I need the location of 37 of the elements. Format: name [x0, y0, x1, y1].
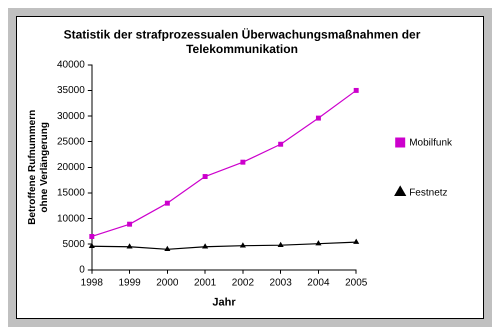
point — [315, 240, 322, 246]
y-tick-label: 20000 — [56, 162, 86, 174]
point — [89, 234, 94, 239]
point — [127, 222, 132, 227]
point — [202, 243, 208, 248]
x-axis-title: Jahr — [212, 296, 236, 308]
x-tick-label: 2000 — [156, 278, 179, 289]
point — [164, 246, 170, 252]
x-tick-label: 2001 — [194, 278, 217, 289]
x-tick-label: 2003 — [270, 278, 292, 289]
x-tick-label: 1999 — [118, 278, 142, 289]
y-tick-label: 5000 — [62, 238, 86, 250]
point — [240, 160, 246, 165]
point — [202, 174, 208, 179]
y-tick-label: 15000 — [56, 188, 86, 199]
chart-title: Statistik der strafprozessualen Überwachungsmaßnahmen der Telekommunikation — [64, 28, 421, 56]
y-tick-label: 40000 — [56, 60, 86, 71]
point — [353, 238, 360, 244]
legend-label: Festnetz — [409, 187, 448, 198]
y-tick-label: 35000 — [56, 85, 86, 96]
x-tick-label: 1998 — [80, 278, 104, 289]
y-tick-label: 30000 — [56, 110, 86, 122]
point — [316, 116, 321, 121]
point — [240, 242, 246, 248]
y-tick-label: 10000 — [56, 213, 86, 224]
point — [278, 242, 284, 247]
point — [354, 88, 359, 93]
legend-label: Mobilfunk — [409, 137, 453, 148]
y-axis-title: Betroffene Rufnummern ohne Verlängerung — [26, 110, 50, 225]
point — [126, 243, 133, 248]
x-tick-label: 2002 — [232, 278, 254, 289]
x-tick-label: 2004 — [307, 278, 330, 289]
point — [164, 200, 170, 206]
point — [278, 142, 284, 147]
y-tick-label: 0 — [79, 264, 86, 276]
y-tick-label: 25000 — [56, 136, 86, 148]
x-tick-label: 2005 — [345, 278, 368, 289]
